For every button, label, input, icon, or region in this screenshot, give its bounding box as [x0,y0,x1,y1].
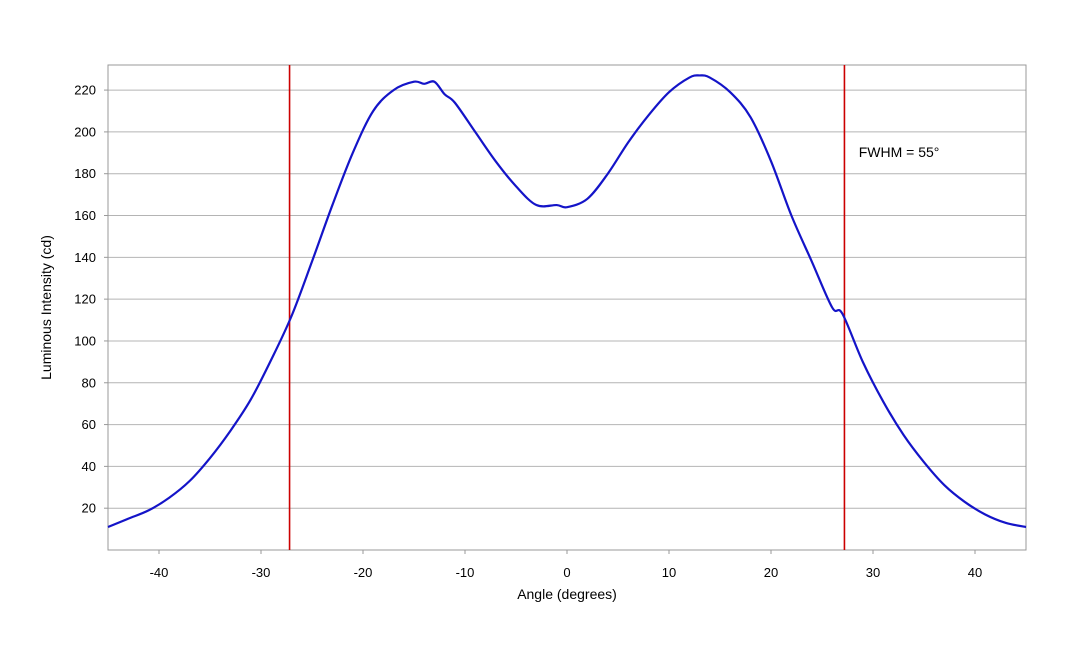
y-axis-label: Luminous Intensity (cd) [38,235,54,380]
x-tick-label: 0 [563,565,570,580]
y-tick-label: 100 [74,333,96,348]
x-tick-label: 30 [866,565,880,580]
plot-area-frame [107,64,1027,551]
fwhm-annotation: FWHM = 55° [859,144,940,160]
y-tick-label: 20 [82,501,96,516]
y-tick-label: 40 [82,459,96,474]
y-tick-label: 200 [74,124,96,139]
series-layer [107,74,1027,529]
y-tick-labels: 20 40 60 80 100 120 140 160 180 200 220 [74,83,108,516]
x-axis-label: Angle (degrees) [517,586,617,602]
y-tick-label: 180 [74,166,96,181]
y-tick-label: 120 [74,292,96,307]
x-tick-label: -30 [252,565,271,580]
x-tick-label: -20 [354,565,373,580]
y-tick-label: 80 [82,375,96,390]
x-tick-label: 10 [662,565,676,580]
x-tick-label: 40 [968,565,982,580]
y-tick-label: 60 [82,417,96,432]
x-tick-label: 20 [764,565,778,580]
x-tick-label: -10 [456,565,475,580]
x-tick-labels: -40 -30 -20 -10 0 10 20 30 40 [150,550,982,580]
y-tick-label: 140 [74,250,96,265]
grid-lines [108,89,1026,509]
y-tick-label: 160 [74,208,96,223]
annotations: FWHM = 55° [859,144,940,160]
reference-lines [288,65,846,550]
y-tick-label: 220 [74,83,96,98]
intensity-curve [107,74,1027,529]
x-tick-label: -40 [150,565,169,580]
